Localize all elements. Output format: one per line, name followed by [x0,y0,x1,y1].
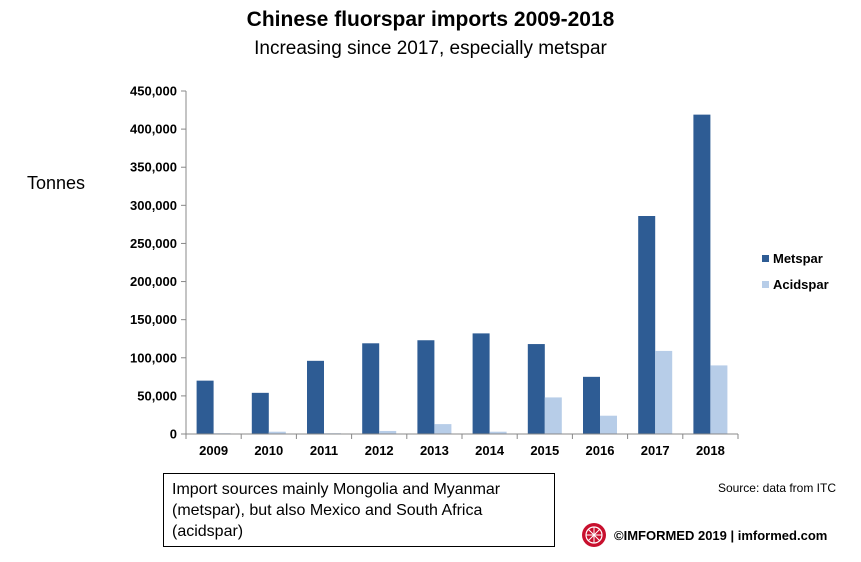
bar-acidspar-2017 [655,350,673,434]
footer-text: ©IMFORMED 2019 | imformed.com [614,527,828,543]
x-tick-label-2010: 2010 [254,443,283,458]
note-box: Import sources mainly Mongolia and Myanm… [163,473,555,547]
y-tick-label-450000: 450,000 [130,84,177,99]
y-tick-label-200000: 200,000 [130,274,177,289]
y-tick-label-0: 0 [170,427,177,442]
bar-acidspar-2016 [600,415,617,434]
imformed-logo-icon [582,523,606,547]
x-tick-label-2015: 2015 [530,443,559,458]
bar-acidspar-2013 [434,424,452,434]
bar-metspar-2018 [693,114,711,434]
y-tick-label-250000: 250,000 [130,236,177,251]
x-tick-label-2014: 2014 [475,443,505,458]
legend-item-acidspar: Acidspar [762,277,829,292]
y-tick-label-400000: 400,000 [130,122,177,137]
x-tick-label-2017: 2017 [641,443,670,458]
bar-metspar-2009 [196,380,214,434]
bar-acidspar-2014 [489,431,507,434]
legend-item-metspar: Metspar [762,251,823,266]
legend-label-metspar: Metspar [773,251,823,266]
y-tick-label-300000: 300,000 [130,198,177,213]
x-tick-label-2012: 2012 [365,443,394,458]
bar-acidspar-2012 [379,430,397,434]
bar-metspar-2013 [417,340,435,434]
y-tick-label-100000: 100,000 [130,350,177,365]
y-tick-label-350000: 350,000 [130,160,177,175]
x-tick-label-2009: 2009 [199,443,228,458]
bar-metspar-2012 [362,343,380,434]
x-tick-label-2013: 2013 [420,443,449,458]
bar-metspar-2011 [307,360,324,434]
footer-credit: ©IMFORMED 2019 | imformed.com [581,522,827,548]
bar-metspar-2016 [583,376,600,434]
y-tick-label-50000: 50,000 [137,388,177,403]
bar-acidspar-2018 [710,365,728,434]
source-text: Source: data from ITC [717,481,836,495]
y-tick-label-150000: 150,000 [130,312,177,327]
legend-swatch-acidspar [762,281,769,288]
x-tick-label-2011: 2011 [310,443,338,458]
x-tick-label-2016: 2016 [586,443,615,458]
bar-acidspar-2015 [544,397,562,434]
bar-metspar-2010 [251,392,269,434]
legend-swatch-metspar [762,255,769,262]
legend-label-acidspar: Acidspar [773,277,829,292]
x-tick-label-2018: 2018 [696,443,725,458]
bar-metspar-2014 [472,333,490,434]
chart-title: Chinese fluorspar imports 2009-2018 [246,8,615,31]
chart-subtitle: Increasing since 2017, especially metspa… [254,38,607,59]
bar-metspar-2017 [638,216,656,434]
bar-metspar-2015 [527,344,545,434]
bar-acidspar-2010 [268,431,286,434]
y-axis-label: Tonnes [27,173,86,193]
